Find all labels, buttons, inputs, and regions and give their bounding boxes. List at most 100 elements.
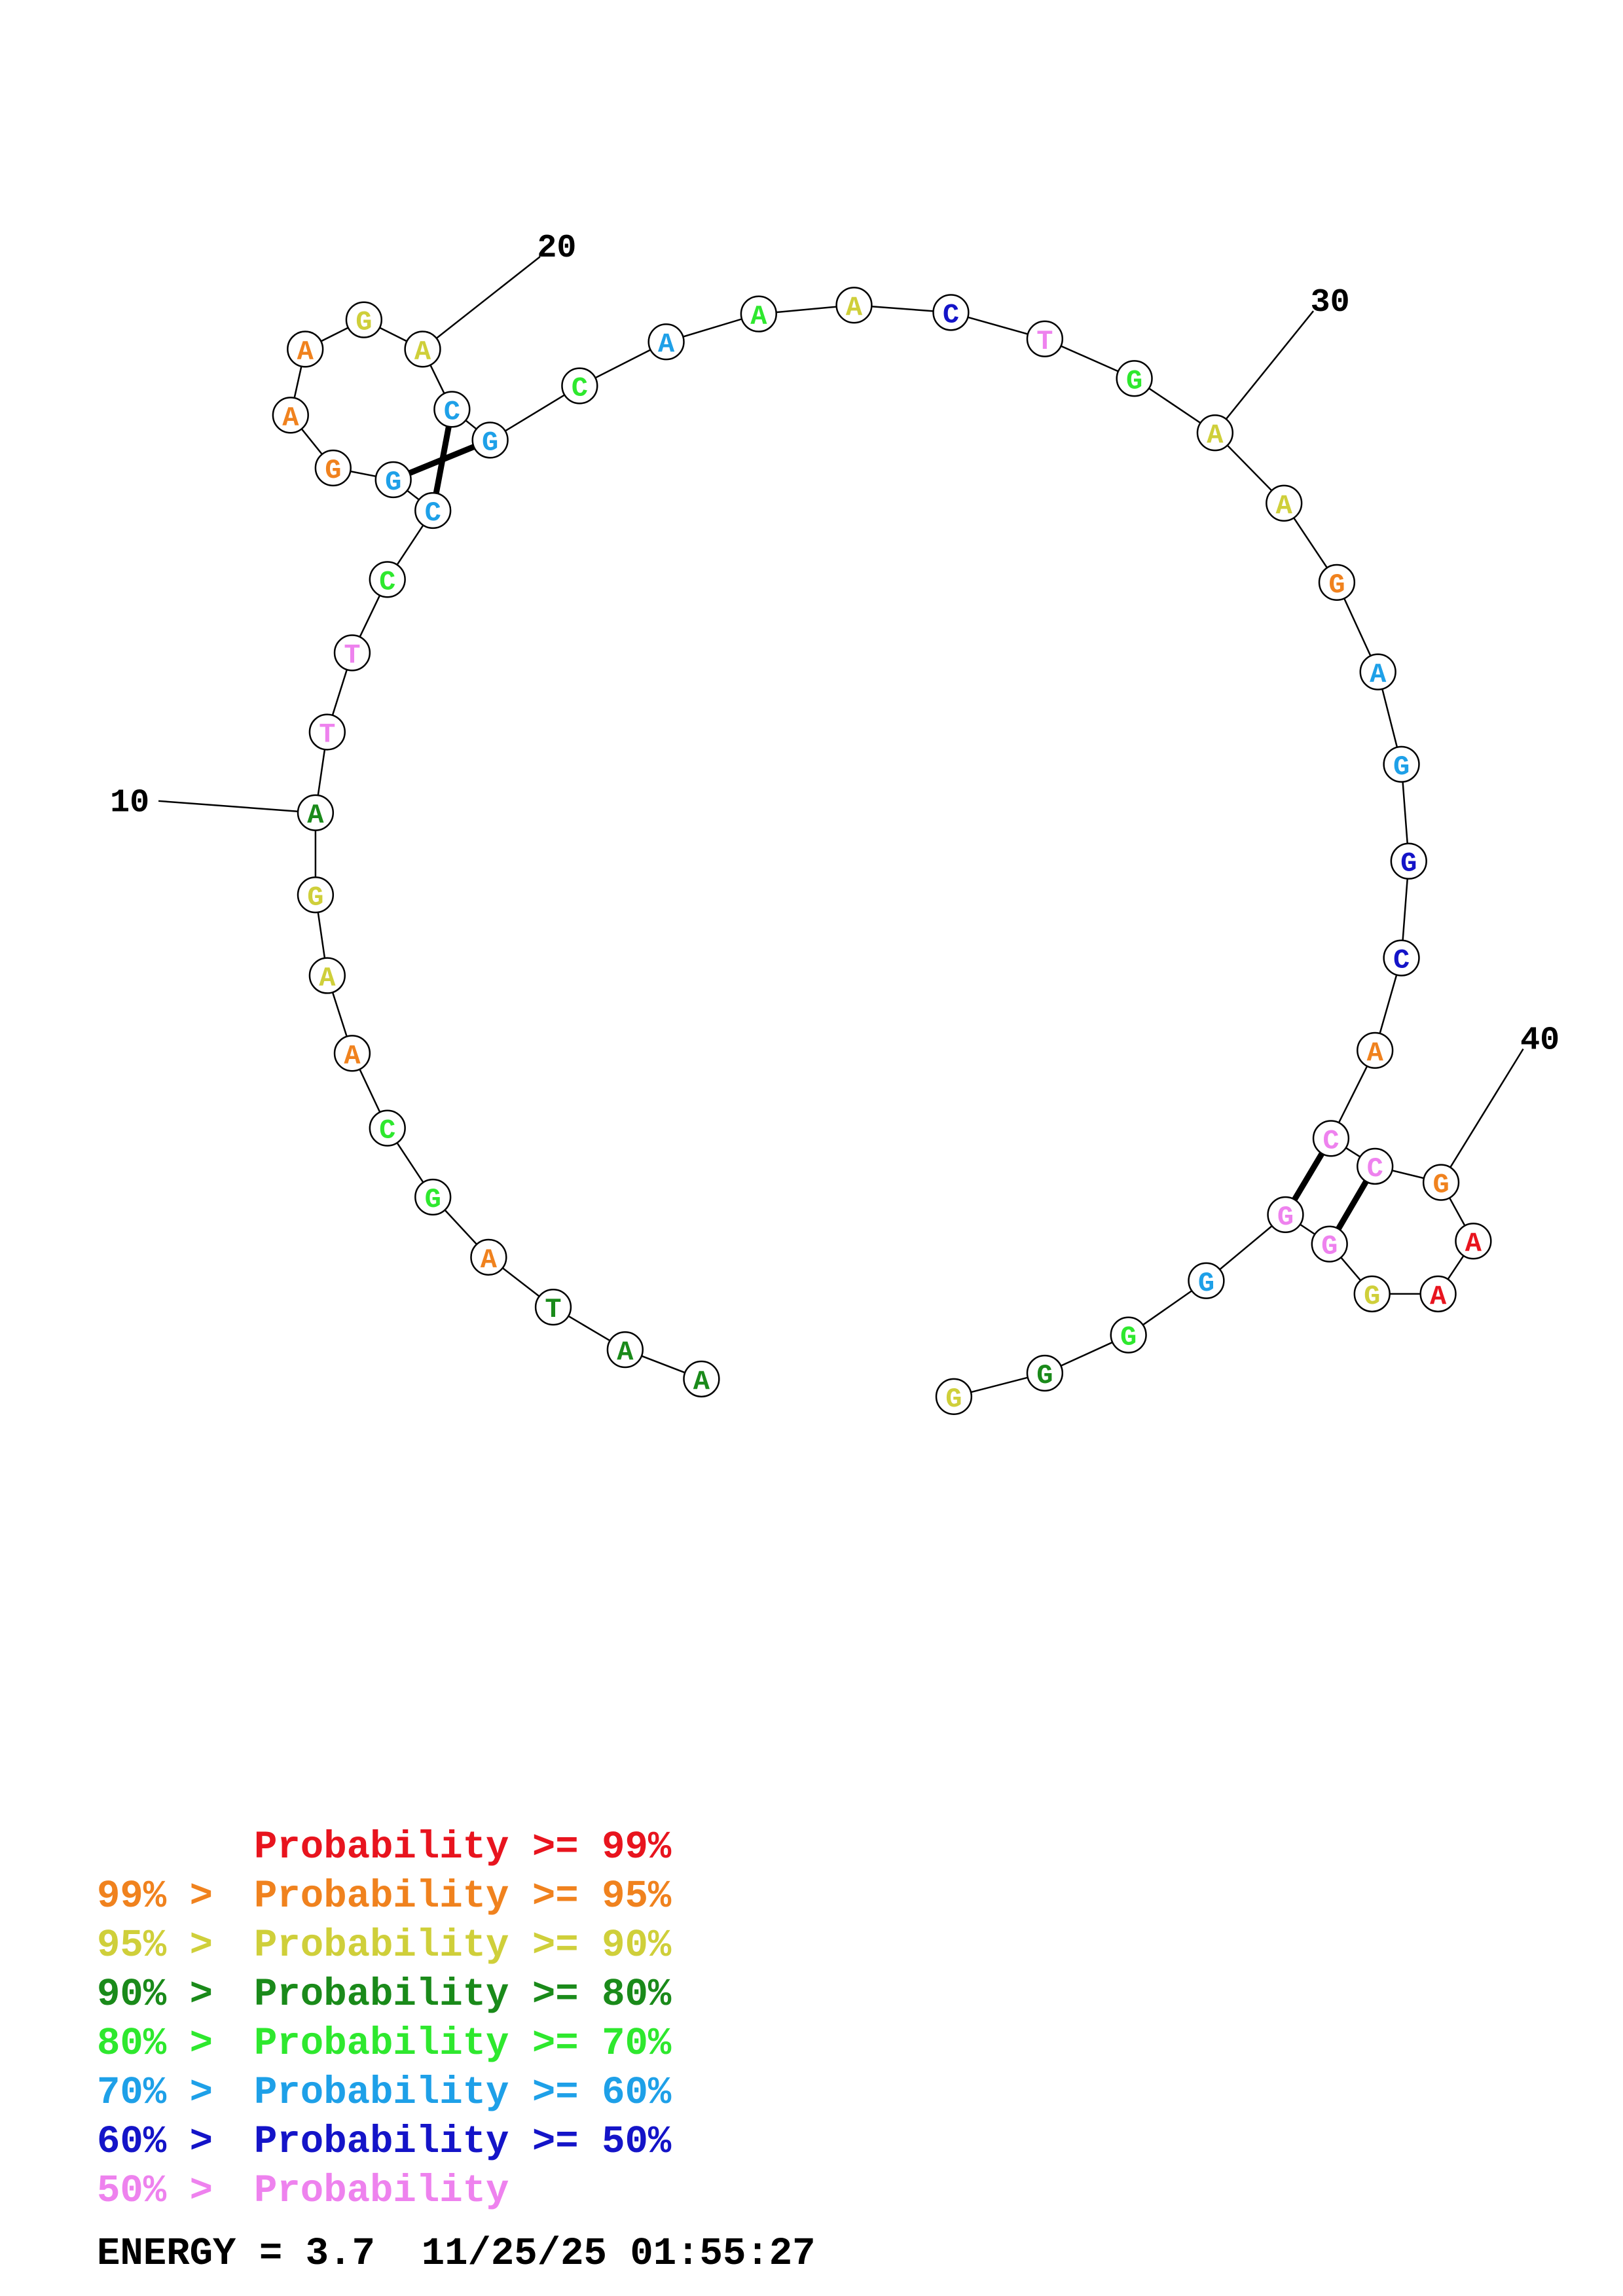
legend-text: Probability >= 50% (254, 2120, 672, 2164)
legend-row: 99% > Probability >= 95% (97, 1872, 671, 1921)
nucleotide-circle (1196, 414, 1234, 452)
nucleotide-circle (606, 1331, 644, 1369)
nucleotide-circle (647, 323, 685, 361)
nucleotide-base: G (482, 427, 498, 458)
index-leader-line (158, 800, 316, 814)
nucleotide: C (433, 391, 471, 428)
nucleotide-base: A (414, 336, 431, 367)
nucleotide: A (835, 287, 873, 324)
nucleotide-circle (369, 1109, 406, 1147)
legend-prefix: 99% > (97, 1874, 236, 1918)
nucleotide-base: G (1364, 1281, 1380, 1312)
nucleotide: G (471, 422, 509, 459)
nucleotide-circle (333, 634, 371, 672)
nucleotide: C (1357, 1147, 1394, 1185)
nucleotide-base: G (1321, 1231, 1338, 1263)
nucleotide: A (1359, 653, 1396, 691)
nucleotide: G (1318, 564, 1356, 601)
nucleotide-base: G (307, 882, 323, 913)
backbone (289, 304, 1474, 1398)
nucleotide-base: A (307, 800, 324, 831)
nucleotide: C (414, 492, 452, 529)
nucleotide-base: G (425, 1184, 441, 1215)
legend-text: Probability >= 80% (254, 1973, 672, 2017)
nucleotide-circle (1267, 1196, 1304, 1234)
legend-row: 90% > Probability >= 80% (97, 1970, 671, 2019)
nucleotide-base: T (1036, 326, 1053, 357)
nucleotide-base: G (1198, 1268, 1214, 1299)
nucleotide: G (374, 461, 412, 499)
nucleotide-circle (534, 1288, 572, 1326)
nucleotide: G (1422, 1164, 1460, 1201)
nucleotide: G (1353, 1275, 1391, 1313)
nucleotide-base: A (617, 1336, 634, 1368)
nucleotide-base: G (1036, 1360, 1053, 1391)
nucleotide-circle (470, 1238, 507, 1276)
nucleotide-circle (683, 1360, 720, 1398)
nucleotide: C (1383, 939, 1420, 977)
nucleotide-circle (1359, 653, 1396, 691)
nucleotide-base: C (572, 372, 588, 404)
nucleotide: G (1110, 1316, 1147, 1354)
nucleotide: A (1455, 1223, 1492, 1260)
legend-prefix: 60% > (97, 2120, 236, 2164)
nucleotide-base: A (750, 301, 767, 332)
nucleotide-base: G (356, 307, 372, 338)
nucleotide-base: A (319, 963, 336, 994)
nucleotide-circle (1390, 842, 1427, 880)
nucleotide-circle (369, 561, 406, 598)
nucleotide-base: C (1322, 1125, 1339, 1157)
nucleotide: A (606, 1331, 644, 1369)
nucleotide-base: A (846, 292, 863, 323)
nucleotide-base: C (444, 396, 460, 427)
nucleotide-base: T (319, 719, 335, 750)
timestamp-text: 11/25/25 01:55:27 (421, 2232, 816, 2276)
nucleotide: A (647, 323, 685, 361)
nucleotide-base: A (1465, 1228, 1482, 1259)
legend-row: 70% > Probability >= 60% (97, 2068, 671, 2117)
nucleotide-base: A (1207, 420, 1224, 451)
energy-text: ENERGY = 3.7 (97, 2232, 375, 2276)
nucleotide-base: A (1367, 1037, 1384, 1069)
nucleotide-base: C (379, 566, 395, 598)
nucleotide: A (404, 331, 441, 368)
nucleotide-circle (333, 1035, 371, 1072)
nucleotide: C (369, 1109, 406, 1147)
index-leader-line (422, 256, 541, 350)
base-pairs (392, 408, 1378, 1246)
nucleotide-circle (1455, 1223, 1492, 1260)
nucleotide-circle (1383, 745, 1420, 783)
nucleotide: T (333, 634, 371, 672)
legend-row: 95% > Probability >= 90% (97, 1921, 671, 1970)
nucleotide-circle (932, 294, 970, 331)
nucleotide-base: T (344, 639, 360, 671)
nucleotide-circle (433, 391, 471, 428)
nucleotide-circle (414, 1178, 452, 1216)
nucleotide-circle (287, 331, 324, 368)
nucleotide-base: A (282, 402, 299, 433)
nucleotide-circle (1357, 1031, 1394, 1069)
nucleotide: G (1383, 745, 1420, 783)
nucleotide-circle (935, 1378, 973, 1415)
nucleotide-circle (297, 876, 335, 914)
legend-prefix: 90% > (97, 1973, 236, 2017)
nucleotide-circle (374, 461, 412, 499)
legend-row: 80% > Probability >= 70% (97, 2019, 671, 2068)
nucleotide: G (935, 1378, 973, 1415)
nucleotide-circle (835, 287, 873, 324)
nucleotide-base: G (1393, 751, 1410, 783)
nucleotide-base: A (1430, 1281, 1447, 1312)
nucleotide-base: C (1367, 1153, 1383, 1185)
nucleotide: A (470, 1238, 507, 1276)
nucleotide-circle (414, 492, 452, 529)
index-label: 40 (1520, 1022, 1559, 1060)
nucleotide: G (1026, 1354, 1064, 1392)
nucleotide-base: A (1276, 490, 1293, 522)
nucleotide: A (297, 794, 335, 831)
nucleotide: G (1311, 1225, 1348, 1263)
legend-text: Probability >= 99% (254, 1825, 672, 1869)
probability-legend: Probability >= 99% 99% > Probability >= 9… (97, 1823, 671, 2215)
nucleotide-base: A (693, 1366, 710, 1397)
nucleotide-base: A (344, 1040, 361, 1071)
legend-text: Probability (254, 2169, 509, 2213)
